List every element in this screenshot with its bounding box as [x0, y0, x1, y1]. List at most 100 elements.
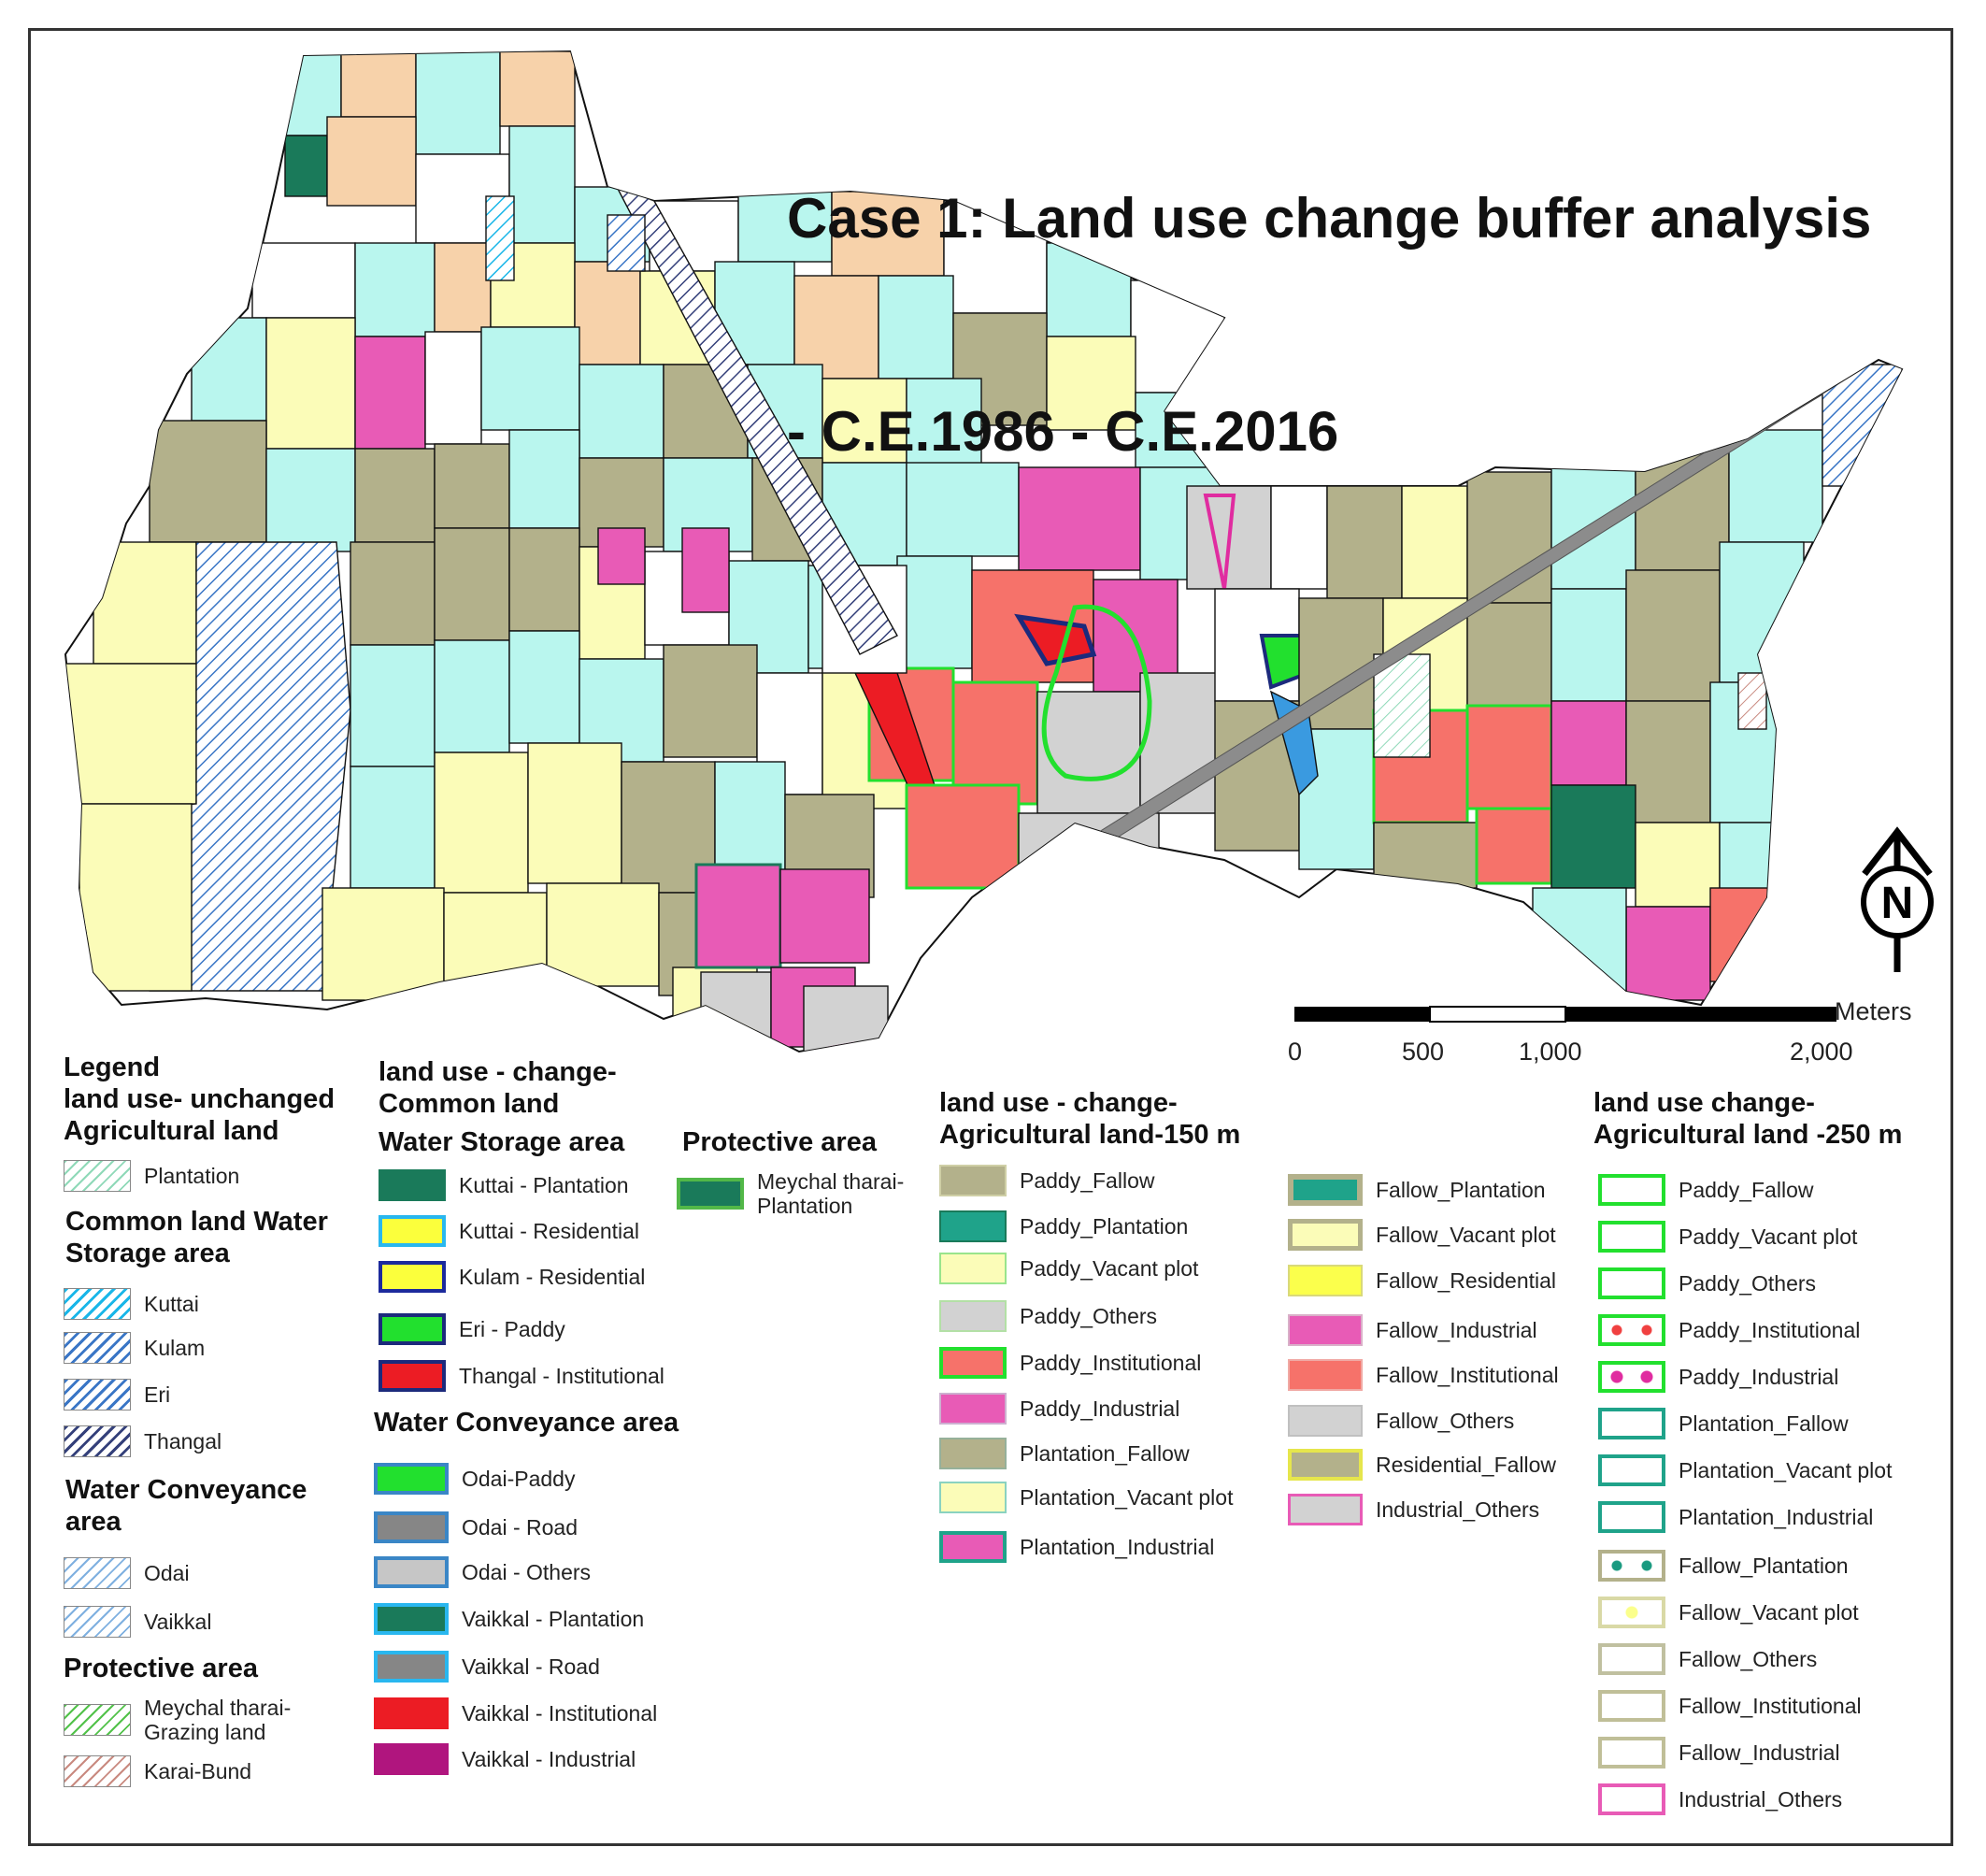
- map-parcel: [1036, 691, 1141, 814]
- figure-border: [28, 28, 1953, 1846]
- legend-item: Kulam - Residential: [379, 1258, 645, 1296]
- legend-item: Industrial_Others: [1288, 1491, 1539, 1528]
- map-parcel: [597, 527, 646, 585]
- legend-item: Odai - Road: [374, 1509, 578, 1546]
- legend-heading: Water Storage area: [379, 1127, 625, 1157]
- map-parcel: [508, 630, 580, 744]
- map-parcel: [354, 242, 436, 337]
- scale-bar: [1294, 1006, 1836, 1023]
- map-parcel: [1550, 700, 1627, 786]
- legend-item: Odai - Others: [374, 1554, 591, 1591]
- map-parcel: [508, 125, 576, 244]
- map-parcel: [1046, 336, 1136, 431]
- legend-heading: Water Conveyance area: [65, 1475, 307, 1537]
- legend-item: Paddy_Fallow: [1598, 1171, 1813, 1209]
- legend-item: Residential_Fallow: [1288, 1446, 1556, 1483]
- map-parcel: [1737, 672, 1767, 730]
- map-parcel: [354, 448, 436, 543]
- map-parcel: [490, 242, 576, 328]
- legend-item: Vaikkal - Institutional: [374, 1695, 657, 1732]
- map-parcel: [415, 51, 501, 155]
- title-line2: - C.E.1986 - C.E.2016: [787, 400, 1339, 463]
- legend-item: Paddy_Others: [939, 1297, 1157, 1335]
- map-parcel: [1719, 541, 1805, 683]
- legend-item: Paddy_Vacant plot: [1598, 1218, 1857, 1255]
- map-parcel: [321, 887, 445, 1001]
- legend-item: Fallow_Institutional: [1598, 1687, 1862, 1725]
- map-parcel: [1326, 485, 1403, 599]
- map-parcel: [1270, 485, 1328, 590]
- legend-item: Plantation: [64, 1157, 239, 1195]
- map-parcel: [1475, 807, 1553, 885]
- map-parcel: [508, 527, 580, 632]
- legend-item: Paddy_Institutional: [939, 1344, 1201, 1382]
- legend-col1: Legend land use- unchanged Agricultural …: [64, 1052, 372, 1147]
- legend-item: Vaikkal - Industrial: [374, 1740, 636, 1778]
- legend-item: Paddy_Industrial: [939, 1390, 1179, 1427]
- legend-item: Plantation_Fallow: [939, 1435, 1190, 1472]
- legend-item: Kuttai - Plantation: [379, 1167, 629, 1204]
- legend-item: Odai: [64, 1554, 190, 1592]
- map-parcel: [831, 191, 945, 277]
- legend-item: Fallow_Plantation: [1598, 1547, 1849, 1584]
- map-parcel: [574, 261, 641, 365]
- legend-item: Fallow_Residential: [1288, 1262, 1556, 1299]
- legend-item: Fallow_Vacant plot: [1288, 1216, 1556, 1253]
- map-parcel: [803, 985, 889, 1052]
- legend-heading: Protective area: [64, 1654, 258, 1683]
- legend-item: Vaikkal - Road: [374, 1648, 600, 1685]
- map-parcel: [737, 191, 833, 263]
- scale-tick-500: 500: [1402, 1038, 1445, 1066]
- legend-item: Odai-Paddy: [374, 1460, 575, 1497]
- map-parcel: [694, 863, 782, 969]
- map-parcel: [579, 364, 664, 459]
- map-parcel: [485, 195, 515, 281]
- north-label: N: [1881, 879, 1914, 928]
- legend-item: Fallow_Institutional: [1288, 1356, 1559, 1394]
- map-parcel: [424, 331, 482, 445]
- legend-item: Plantation_Fallow: [1598, 1405, 1849, 1442]
- legend-swatch: [64, 1160, 131, 1192]
- legend-item: Paddy_Plantation: [939, 1208, 1188, 1245]
- map-parcel: [878, 275, 954, 379]
- map-parcel: [906, 378, 982, 473]
- map-parcel: [480, 326, 580, 431]
- legend-item: Eri: [64, 1376, 170, 1413]
- map-parcel: [93, 541, 197, 665]
- map-parcel: [434, 639, 510, 753]
- map-parcel: [1401, 485, 1468, 599]
- map-parcel: [700, 971, 772, 1052]
- legend-item: Paddy_Industrial: [1598, 1358, 1838, 1396]
- map-parcel: [1709, 887, 1777, 982]
- legend-item: Eri - Paddy: [379, 1310, 565, 1348]
- map-parcel: [1625, 700, 1711, 823]
- legend-heading: Water Conveyance area: [374, 1408, 679, 1438]
- legend-col2-heading: land use - change- Common land: [379, 1057, 617, 1119]
- map-parcel: [350, 766, 436, 889]
- legend-item: Thangal - Institutional: [379, 1357, 664, 1395]
- legend-item: Fallow_Others: [1598, 1640, 1817, 1678]
- scale-unit: Meters: [1835, 997, 1912, 1025]
- map-parcel: [1532, 887, 1627, 992]
- map-parcel: [1550, 588, 1627, 702]
- map-parcel: [434, 527, 510, 641]
- legend-item: Vaikkal - Plantation: [374, 1600, 644, 1638]
- legend-item: Kuttai: [64, 1285, 199, 1323]
- legend-col3-heading: land use - change- Agricultural land-150…: [939, 1088, 1241, 1150]
- map-parcel: [443, 892, 548, 996]
- map-parcel: [779, 868, 870, 964]
- title-line1: Case 1: Land use change buffer analysis: [787, 187, 1872, 250]
- map-parcel: [434, 443, 510, 529]
- map-parcel: [1373, 653, 1431, 758]
- legend-item: Meychal tharai- Plantation: [677, 1164, 916, 1224]
- map-parcel: [1014, 613, 1097, 666]
- map-parcel: [350, 541, 436, 646]
- legend-item: Fallow_Plantation: [1288, 1171, 1546, 1209]
- legend-item: Fallow_Industrial: [1288, 1311, 1537, 1349]
- map-parcel: [354, 336, 426, 450]
- map-parcel: [1625, 906, 1711, 1001]
- legend-item: Paddy_Institutional: [1598, 1311, 1860, 1349]
- legend-item: Kulam: [64, 1329, 205, 1367]
- map-parcel: [1625, 569, 1721, 702]
